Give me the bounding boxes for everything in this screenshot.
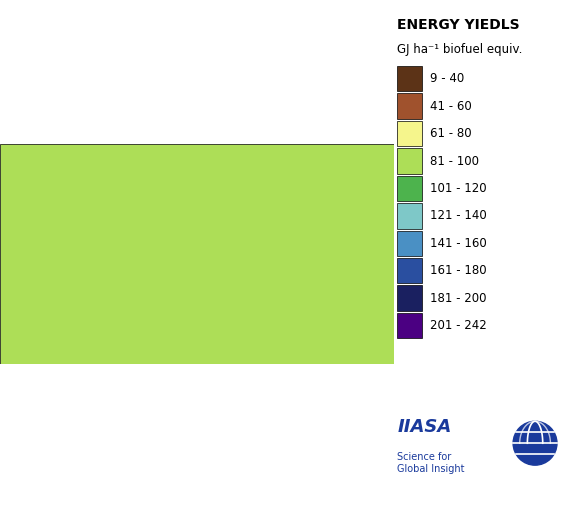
Text: 181 - 200: 181 - 200: [430, 292, 487, 305]
Text: Science for
Global Insight: Science for Global Insight: [397, 452, 465, 474]
Text: 161 - 180: 161 - 180: [430, 264, 487, 277]
Text: 201 - 242: 201 - 242: [430, 319, 487, 332]
Text: ENERGY YIEDLS: ENERGY YIEDLS: [397, 18, 520, 32]
Text: IIASA: IIASA: [397, 418, 452, 436]
Text: 81 - 100: 81 - 100: [430, 154, 479, 168]
Text: 101 - 120: 101 - 120: [430, 182, 487, 195]
Text: 61 - 80: 61 - 80: [430, 127, 472, 140]
Text: 41 - 60: 41 - 60: [430, 100, 472, 113]
Text: GJ ha⁻¹ biofuel equiv.: GJ ha⁻¹ biofuel equiv.: [397, 43, 523, 56]
Text: 141 - 160: 141 - 160: [430, 237, 487, 250]
Text: 9 - 40: 9 - 40: [430, 72, 465, 85]
Text: 121 - 140: 121 - 140: [430, 209, 487, 223]
Circle shape: [513, 421, 557, 465]
